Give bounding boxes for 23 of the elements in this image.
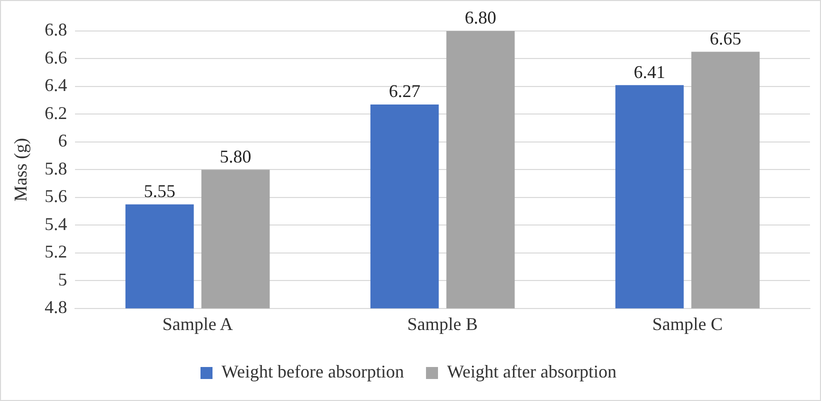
legend-label: Weight before absorption: [222, 362, 404, 382]
y-tick-label: 5.6: [44, 186, 68, 206]
y-tick-label: 5: [58, 269, 68, 290]
y-tick-label: 6.4: [44, 75, 68, 96]
x-tick-label: Sample B: [407, 314, 478, 334]
data-label: 6.80: [464, 8, 496, 28]
data-label: 5.55: [144, 181, 176, 202]
y-tick-label: 6: [58, 130, 68, 151]
data-label: 5.80: [220, 146, 252, 166]
y-axis-title: Mass (g): [10, 138, 31, 202]
data-label: 6.65: [710, 28, 742, 49]
x-tick-label: Sample A: [162, 314, 233, 334]
data-label: 6.41: [634, 62, 666, 82]
y-tick-label: 6.6: [44, 47, 68, 68]
y-tick-label: 6.2: [44, 102, 68, 123]
data-label: 6.27: [388, 81, 420, 102]
y-tick-label: 5.4: [44, 214, 68, 234]
x-tick-label: Sample C: [652, 314, 723, 334]
y-tick-label: 5.8: [44, 158, 68, 178]
y-tick-label: 6.8: [44, 20, 68, 40]
y-tick-label: 5.2: [44, 242, 68, 262]
y-tick-label: 4.8: [44, 297, 68, 318]
legend-label: Weight after absorption: [447, 362, 616, 382]
